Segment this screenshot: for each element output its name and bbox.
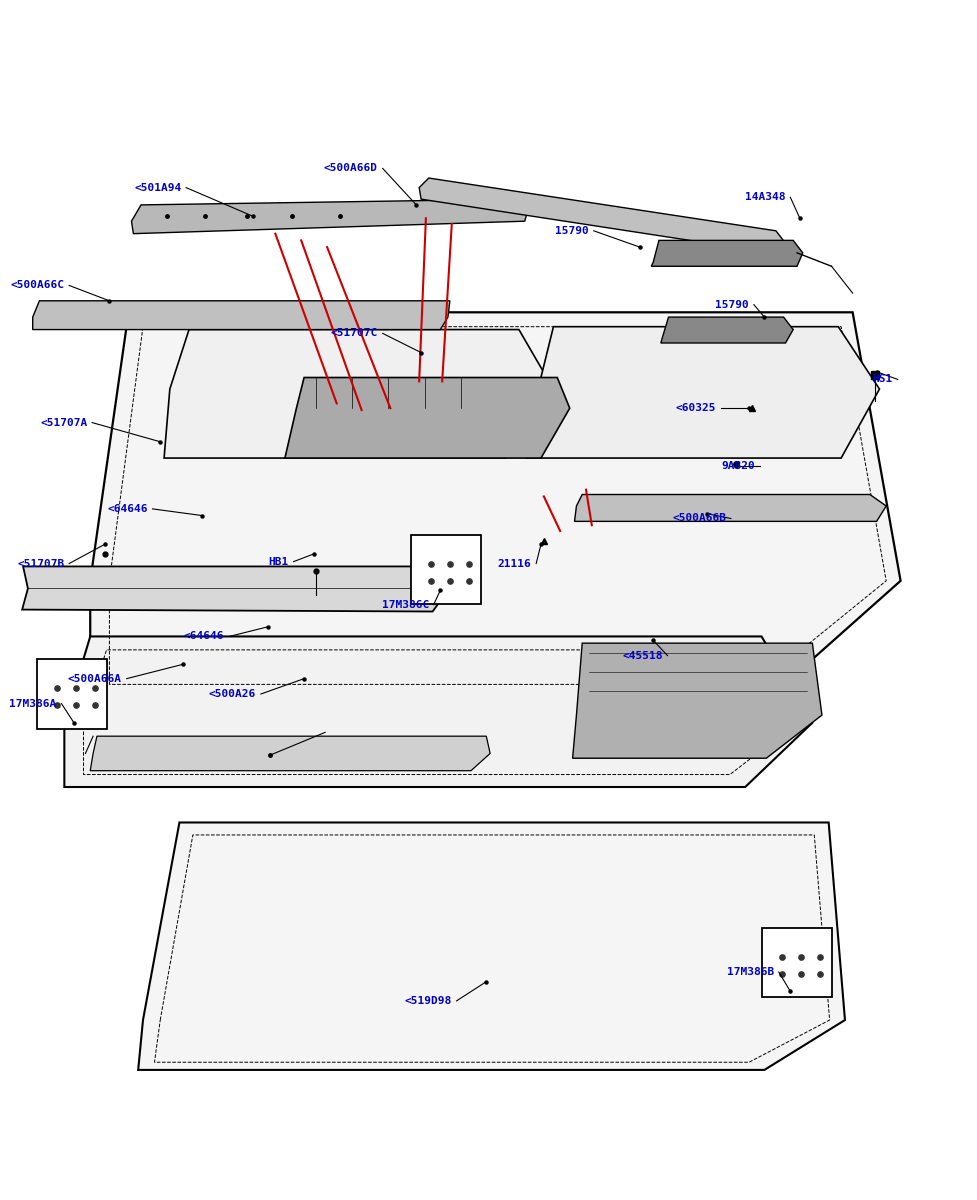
Text: 15790: 15790 — [714, 300, 748, 310]
Polygon shape — [90, 312, 900, 696]
Text: 9A820: 9A820 — [720, 461, 754, 470]
Polygon shape — [632, 438, 669, 474]
Text: <501A94: <501A94 — [134, 182, 181, 193]
Text: 14A348: 14A348 — [744, 192, 785, 203]
Polygon shape — [131, 199, 528, 234]
Text: <64646: <64646 — [107, 504, 148, 514]
Polygon shape — [651, 240, 802, 266]
Polygon shape — [90, 736, 489, 770]
Polygon shape — [573, 494, 885, 521]
Polygon shape — [778, 365, 815, 402]
Text: 17M386B: 17M386B — [726, 967, 773, 977]
FancyBboxPatch shape — [37, 660, 106, 728]
Polygon shape — [164, 330, 553, 458]
Polygon shape — [705, 438, 742, 474]
Polygon shape — [742, 474, 778, 511]
Text: <51707C: <51707C — [330, 329, 377, 338]
Polygon shape — [138, 822, 844, 1070]
Polygon shape — [632, 511, 669, 547]
Text: <64646: <64646 — [184, 631, 225, 642]
Polygon shape — [669, 474, 705, 511]
Text: 17M386A: 17M386A — [10, 698, 57, 708]
Text: 17M386C: 17M386C — [381, 600, 428, 610]
Polygon shape — [284, 378, 570, 458]
Polygon shape — [660, 317, 792, 343]
Polygon shape — [596, 474, 632, 511]
Polygon shape — [560, 365, 596, 402]
Polygon shape — [32, 301, 449, 330]
Polygon shape — [669, 402, 705, 438]
Text: <51707B: <51707B — [17, 558, 64, 569]
Polygon shape — [705, 365, 742, 402]
Text: <500A66A: <500A66A — [67, 673, 122, 684]
Text: <45518: <45518 — [621, 650, 662, 661]
Polygon shape — [778, 438, 815, 474]
Text: 15790: 15790 — [555, 226, 588, 235]
Text: <500A66C: <500A66C — [11, 281, 64, 290]
Text: <60325: <60325 — [675, 403, 716, 413]
Polygon shape — [572, 643, 821, 758]
Polygon shape — [560, 511, 596, 547]
Polygon shape — [419, 178, 785, 253]
Polygon shape — [705, 511, 742, 547]
Text: <519D98: <519D98 — [404, 996, 451, 1006]
Text: HB1: HB1 — [269, 557, 288, 566]
Polygon shape — [778, 511, 815, 547]
FancyBboxPatch shape — [411, 535, 480, 604]
Polygon shape — [526, 326, 878, 458]
Polygon shape — [742, 402, 778, 438]
Text: <51707A: <51707A — [40, 418, 87, 427]
Polygon shape — [596, 402, 632, 438]
Text: Scuderia
   parts: Scuderia parts — [201, 480, 544, 624]
FancyBboxPatch shape — [762, 928, 830, 997]
Polygon shape — [632, 365, 669, 402]
Text: 21116: 21116 — [497, 558, 531, 569]
Text: <500A26: <500A26 — [209, 689, 256, 698]
Text: <500A66B: <500A66B — [671, 514, 725, 523]
Polygon shape — [64, 636, 812, 787]
Polygon shape — [22, 566, 447, 612]
Text: HS1: HS1 — [871, 374, 892, 384]
Text: <500A66D: <500A66D — [323, 163, 377, 174]
Polygon shape — [560, 438, 596, 474]
